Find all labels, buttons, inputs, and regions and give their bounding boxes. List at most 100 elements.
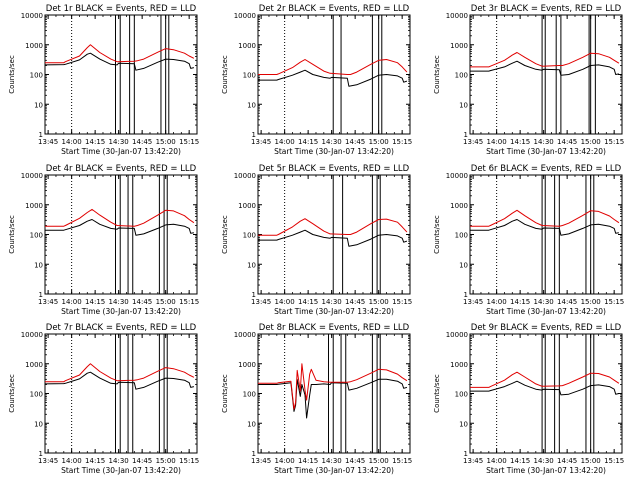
y-axis-label: Counts/sec <box>433 215 441 254</box>
x-tick-label: 14:00 <box>62 298 82 306</box>
x-tick-label: 14:00 <box>275 138 295 146</box>
x-axis-label: Start Time (30-Jan-07 13:42:20) <box>61 147 181 156</box>
lld-series-line <box>258 59 408 75</box>
x-tick-label: 14:15 <box>510 457 530 465</box>
y-tick-label: 10000 <box>446 331 468 339</box>
x-tick-label: 14:00 <box>487 457 507 465</box>
x-axis-label: Start Time (30-Jan-07 13:42:20) <box>486 307 606 316</box>
y-tick-label: 10 <box>247 261 256 269</box>
chart-title: Det 4r BLACK = Events, RED = LLD <box>46 164 197 174</box>
detector-panel: Det 6r BLACK = Events, RED = LLD 1 10 100 10… <box>433 164 624 316</box>
x-tick-label: 14:45 <box>557 138 577 146</box>
x-tick-label: 15:00 <box>156 457 176 465</box>
x-tick-label: 13:45 <box>38 138 58 146</box>
x-tick-label: 14:15 <box>85 457 105 465</box>
events-series-line <box>470 380 620 396</box>
y-tick-label: 10 <box>459 261 468 269</box>
y-tick-label: 100 <box>30 391 43 399</box>
lld-series-line <box>258 363 408 410</box>
detector-panel: Det 1r BLACK = Events, RED = LLD 1 10 100 10… <box>8 4 199 156</box>
x-tick-label: 13:45 <box>463 298 483 306</box>
y-tick-label: 10000 <box>446 12 468 20</box>
y-tick-label: 1 <box>39 450 43 458</box>
x-tick-label: 14:45 <box>345 138 365 146</box>
y-tick-label: 1000 <box>238 361 256 369</box>
y-tick-label: 1 <box>252 131 256 139</box>
lld-series-line <box>470 52 620 68</box>
x-tick-label: 14:30 <box>322 298 342 306</box>
lld-series-line <box>45 363 195 383</box>
x-tick-label: 15:00 <box>369 457 389 465</box>
x-tick-label: 14:45 <box>132 298 152 306</box>
x-axis-label: Start Time (30-Jan-07 13:42:20) <box>61 466 181 475</box>
events-series-line <box>258 229 408 247</box>
x-tick-label: 15:15 <box>604 138 624 146</box>
y-tick-label: 100 <box>243 391 256 399</box>
x-tick-label: 14:30 <box>322 138 342 146</box>
chart-title: Det 2r BLACK = Events, RED = LLD <box>259 4 410 14</box>
y-tick-label: 10000 <box>21 331 43 339</box>
lld-series-line <box>258 218 408 236</box>
events-series-line <box>44 371 195 390</box>
chart-title: Det 7r BLACK = Events, RED = LLD <box>46 323 197 333</box>
x-tick-label: 14:30 <box>109 138 129 146</box>
plot-frame <box>44 14 198 135</box>
y-tick-label: 1000 <box>238 42 256 50</box>
x-tick-label: 14:00 <box>487 138 507 146</box>
y-axis-label: Counts/sec <box>221 374 229 413</box>
lld-series-line <box>45 208 195 227</box>
x-tick-label: 15:00 <box>156 298 176 306</box>
x-tick-label: 14:30 <box>534 457 554 465</box>
y-tick-label: 10000 <box>21 12 43 20</box>
y-tick-label: 100 <box>455 232 468 240</box>
x-tick-label: 13:45 <box>251 457 271 465</box>
x-tick-label: 13:45 <box>38 457 58 465</box>
x-tick-label: 13:45 <box>251 138 271 146</box>
y-tick-label: 1 <box>252 450 256 458</box>
y-tick-label: 10000 <box>234 12 256 20</box>
x-tick-label: 15:00 <box>581 298 601 306</box>
y-tick-label: 10000 <box>234 331 256 339</box>
x-tick-label: 14:45 <box>345 457 365 465</box>
y-tick-label: 100 <box>30 232 43 240</box>
x-tick-label: 14:45 <box>345 298 365 306</box>
x-tick-label: 15:00 <box>369 298 389 306</box>
y-tick-label: 10000 <box>234 172 256 180</box>
x-tick-label: 15:15 <box>392 298 412 306</box>
x-tick-label: 14:00 <box>62 457 82 465</box>
x-tick-label: 14:00 <box>62 138 82 146</box>
x-tick-label: 15:15 <box>604 457 624 465</box>
y-axis-label: Counts/sec <box>8 215 16 254</box>
x-tick-label: 13:45 <box>38 298 58 306</box>
y-axis-label: Counts/sec <box>221 55 229 94</box>
y-tick-label: 1000 <box>25 42 43 50</box>
detector-panel: Det 9r BLACK = Events, RED = LLD 1 10 100 10… <box>433 323 624 475</box>
x-tick-label: 14:45 <box>557 457 577 465</box>
y-tick-label: 1 <box>464 131 468 139</box>
x-tick-label: 13:45 <box>463 138 483 146</box>
x-tick-label: 14:15 <box>510 298 530 306</box>
x-axis-label: Start Time (30-Jan-07 13:42:20) <box>274 307 394 316</box>
x-tick-label: 15:15 <box>604 298 624 306</box>
detector-panel: Det 8r BLACK = Events, RED = LLD 1 10 100 10… <box>221 323 412 475</box>
plot-frame <box>469 333 623 454</box>
lld-series-line <box>470 209 620 227</box>
x-axis-label: Start Time (30-Jan-07 13:42:20) <box>61 307 181 316</box>
x-tick-label: 15:15 <box>179 138 199 146</box>
x-tick-label: 14:00 <box>275 457 295 465</box>
chart-title: Det 9r BLACK = Events, RED = LLD <box>471 323 622 333</box>
y-tick-label: 100 <box>30 72 43 80</box>
x-tick-label: 14:15 <box>510 138 530 146</box>
plot-frame <box>257 333 411 454</box>
y-axis-label: Counts/sec <box>8 374 16 413</box>
y-tick-label: 10 <box>247 420 256 428</box>
y-tick-label: 1 <box>39 131 43 139</box>
x-tick-label: 14:30 <box>322 457 342 465</box>
chart-title: Det 1r BLACK = Events, RED = LLD <box>46 4 197 14</box>
x-tick-label: 15:00 <box>581 138 601 146</box>
y-tick-label: 100 <box>455 391 468 399</box>
y-tick-label: 1000 <box>25 361 43 369</box>
y-tick-label: 100 <box>455 72 468 80</box>
lld-series-line <box>470 371 620 388</box>
